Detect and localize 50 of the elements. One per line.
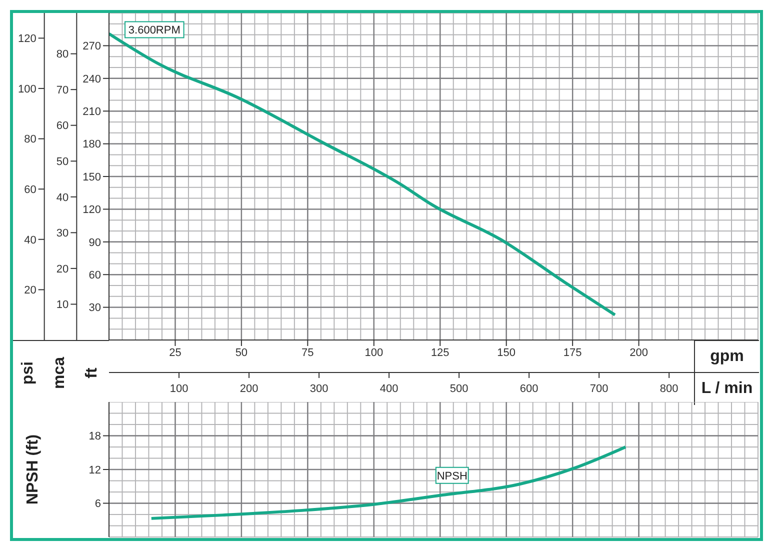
y-tick-label: 60 bbox=[88, 270, 101, 282]
x-tick-label: 125 bbox=[430, 346, 450, 359]
y-tick-label: 18 bbox=[88, 430, 101, 443]
y-tick-label: 90 bbox=[88, 236, 101, 249]
y-tick-label: 6 bbox=[94, 498, 101, 510]
y-tick-label: 150 bbox=[82, 171, 101, 184]
x2-tick-label: 300 bbox=[310, 383, 328, 395]
y-axis-title: ft bbox=[84, 368, 102, 378]
y-tick-label: 180 bbox=[82, 138, 101, 151]
y-tick-label: 270 bbox=[82, 40, 101, 53]
y-tick-label: 210 bbox=[82, 106, 101, 118]
x-tick-label: 100 bbox=[364, 346, 384, 359]
y-tick-label: 240 bbox=[82, 73, 101, 86]
y3-tick-label: 20 bbox=[24, 284, 36, 297]
x2-tick-label: 500 bbox=[450, 383, 468, 395]
y2-tick-label: 10 bbox=[56, 299, 69, 312]
x-tick-label: 200 bbox=[630, 346, 648, 359]
x2-tick-label: 200 bbox=[240, 383, 258, 395]
y3-tick-label: 60 bbox=[24, 184, 36, 196]
y3-tick-label: 100 bbox=[18, 83, 36, 96]
y-tick-label: 120 bbox=[82, 204, 101, 216]
x-tick-label: 25 bbox=[169, 346, 182, 359]
y-tick-label: 30 bbox=[88, 302, 101, 314]
y3-axis-title: psi bbox=[19, 361, 38, 385]
y2-tick-label: 50 bbox=[56, 156, 69, 168]
x-tick-label: 150 bbox=[497, 346, 516, 359]
x2-tick-label: 700 bbox=[590, 383, 608, 395]
series-label: NPSH bbox=[436, 470, 468, 482]
y2-axis-title: mca bbox=[51, 356, 70, 390]
y-tick-label: 12 bbox=[88, 464, 101, 476]
y2-tick-label: 30 bbox=[56, 228, 69, 240]
y2-tick-label: 80 bbox=[56, 48, 69, 61]
x2-tick-label: 600 bbox=[520, 383, 538, 395]
x2-tick-label: 400 bbox=[380, 383, 398, 395]
series-label: 3.600RPM bbox=[128, 24, 180, 37]
y3-tick-label: 40 bbox=[24, 234, 36, 246]
y2-tick-label: 20 bbox=[56, 263, 69, 276]
y3-tick-label: 80 bbox=[24, 134, 36, 146]
y2-tick-label: 40 bbox=[56, 192, 69, 204]
x2-axis-title: L / min bbox=[694, 372, 759, 405]
y2-tick-label: 70 bbox=[56, 84, 69, 96]
x-axis-title: gpm bbox=[694, 340, 759, 373]
x2-tick-label: 100 bbox=[170, 383, 188, 395]
x2-tick-label: 800 bbox=[660, 383, 678, 395]
y-axis-title: NPSH (ft) bbox=[24, 434, 42, 505]
x-tick-label: 75 bbox=[302, 346, 314, 359]
y3-tick-label: 120 bbox=[18, 33, 36, 46]
x-tick-label: 175 bbox=[563, 346, 582, 359]
y2-tick-label: 60 bbox=[56, 120, 69, 132]
x-tick-label: 50 bbox=[235, 346, 248, 359]
